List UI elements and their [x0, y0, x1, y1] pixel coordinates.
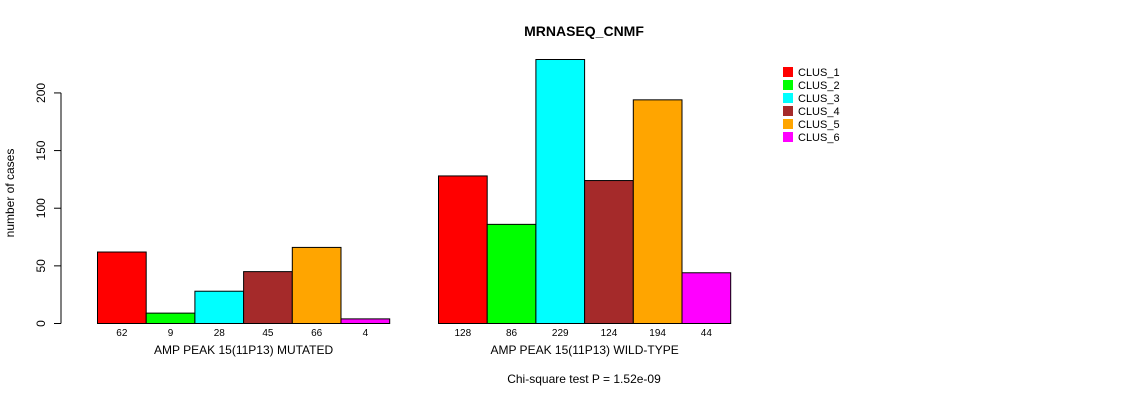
y-tick-label: 150 — [34, 140, 48, 160]
bar-count-label: 44 — [701, 328, 713, 339]
legend-label: CLUS_4 — [798, 106, 840, 118]
legend-swatch — [783, 80, 793, 90]
bar-count-label: 86 — [506, 328, 518, 339]
bar-group: 62 9 28 45 66 4 AMP PEAK 15(11P13) MUTATED — [97, 246, 391, 357]
y-axis-label: number of cases — [3, 149, 17, 238]
chart-title: MRNASEQ_CNMF — [524, 23, 644, 39]
legend-swatch — [783, 132, 793, 142]
bar-clus-1 — [97, 251, 147, 324]
bar-clus-3 — [535, 59, 586, 324]
legend-label: CLUS_1 — [798, 67, 840, 79]
bar-clus-1 — [438, 175, 488, 324]
bar-count-label: 66 — [311, 328, 323, 339]
legend-swatch — [783, 106, 793, 116]
bar-count-label: 229 — [552, 328, 569, 339]
legend-label: CLUS_5 — [798, 119, 840, 131]
legend-swatch — [783, 93, 793, 103]
bar-clus-2 — [145, 312, 196, 324]
bar-count-label: 124 — [601, 328, 618, 339]
chi-square-footnote: Chi-square test P = 1.52e-09 — [507, 372, 661, 386]
bar-count-label: 194 — [649, 328, 666, 339]
legend-label: CLUS_3 — [798, 93, 840, 105]
group-label: AMP PEAK 15(11P13) WILD-TYPE — [490, 343, 678, 357]
y-tick-label: 200 — [34, 83, 48, 103]
bar-clus-6 — [340, 318, 391, 324]
legend-label: CLUS_2 — [798, 80, 840, 92]
bar-count-label: 128 — [455, 328, 472, 339]
bar-clus-3 — [194, 290, 245, 324]
y-axis: 0 50 100 150 200 — [34, 83, 62, 327]
bar-clus-4 — [243, 271, 293, 325]
legend-swatch — [783, 67, 793, 77]
bar-clus-5 — [632, 99, 683, 324]
bar-count-label: 45 — [262, 328, 274, 339]
bar-count-label: 28 — [214, 328, 226, 339]
legend-swatch — [783, 119, 793, 129]
y-tick-label: 50 — [34, 259, 48, 273]
bar-group: 128 86 229 124 194 44 AMP PEAK 15(11P13) WILD-… — [438, 59, 732, 357]
bar-clus-2 — [486, 223, 537, 324]
bar-count-label: 9 — [168, 328, 174, 339]
group-label: AMP PEAK 15(11P13) MUTATED — [154, 343, 334, 357]
bar-clus-4 — [584, 180, 634, 324]
legend-label: CLUS_6 — [798, 132, 840, 144]
bar-count-label: 4 — [363, 328, 369, 339]
bar-groups: 62 9 28 45 66 4 AMP PEAK 15(11P13) MUTATED 128 8… — [97, 59, 732, 357]
bar-count-label: 62 — [116, 328, 128, 339]
bar-clus-6 — [681, 272, 732, 325]
y-tick-label: 100 — [34, 198, 48, 218]
bar-clus-5 — [291, 246, 342, 324]
y-tick-label: 0 — [34, 320, 48, 327]
